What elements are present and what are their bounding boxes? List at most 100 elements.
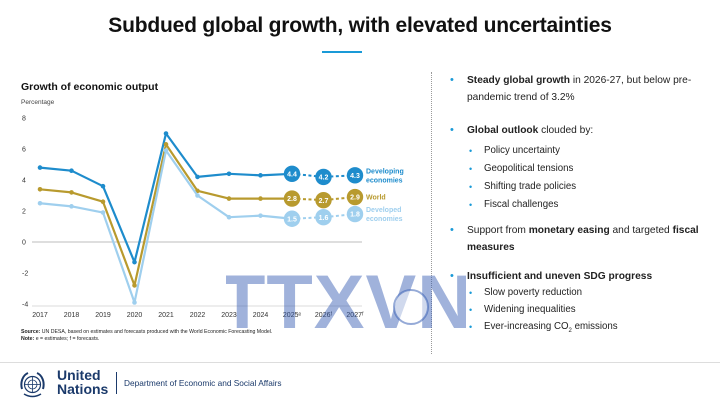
note-text: e = estimates; f = forecasts. <box>35 336 100 342</box>
x-tick-label: 2027ᶠ <box>346 312 364 319</box>
x-tick-label: 2018 <box>64 312 80 319</box>
slide-title: Subdued global growth, with elevated unc… <box>108 14 612 37</box>
data-point <box>226 171 232 177</box>
sub-bullet: • Geopolitical tensions <box>447 162 712 176</box>
sub-bullet-dot-icon: • <box>469 288 473 298</box>
data-point <box>100 210 106 215</box>
legend-label: Developing <box>366 168 404 175</box>
data-label-bubble <box>283 165 301 182</box>
sub-bullet-text: Shifting trade policies <box>484 181 577 192</box>
legend-label: economies <box>366 177 403 184</box>
data-label-bubble <box>283 210 301 227</box>
sub-bullet-text: Policy uncertainty <box>484 145 560 156</box>
note-label: Note: <box>21 336 35 342</box>
data-point <box>132 259 137 265</box>
sub-bullet-text: Geopolitical tensions <box>484 163 574 174</box>
source-label: Source: <box>21 329 41 335</box>
data-point <box>100 199 106 204</box>
data-point <box>258 173 263 178</box>
data-point <box>69 168 74 173</box>
sub-bullet-dot-icon: • <box>469 146 473 156</box>
chart-title: Growth of economic output <box>21 81 159 93</box>
data-label: 2.9 <box>350 195 360 202</box>
sub-bullet: • Fiscal challenges <box>447 198 712 212</box>
data-point <box>258 196 263 201</box>
data-label: 4.4 <box>287 171 297 178</box>
legend-label: economies <box>366 216 403 223</box>
bullet-text: Support from <box>467 225 529 236</box>
un-emblem-icon <box>20 372 45 398</box>
sub-bullet: • Shifting trade policies <box>447 180 712 194</box>
data-label-bubble <box>315 168 332 186</box>
sub-bullet-dot-icon: • <box>469 322 473 332</box>
chart-ylabel: Percentage <box>21 99 55 106</box>
data-point <box>163 142 169 147</box>
bullet-strong: Steady global growth <box>467 75 571 86</box>
data-label: 1.5 <box>287 216 297 223</box>
source-text: UN DESA, based on estimates and forecast… <box>41 329 273 335</box>
un-wordmark: United Nations <box>57 368 108 396</box>
x-tick-label: 2021 <box>158 312 174 319</box>
sub-bullet-text: Fiscal challenges <box>484 199 559 210</box>
x-tick-label: 2019 <box>95 312 111 319</box>
data-point <box>37 165 43 170</box>
ttxvn-watermark: TTXVN <box>226 266 466 340</box>
bullet-steady-growth: • Steady global growth in 2026-27, but b… <box>447 72 712 106</box>
sub-bullet-text: Slow poverty reduction <box>484 287 583 298</box>
legend-label: World <box>366 195 386 202</box>
data-point <box>163 148 169 153</box>
x-tick-label: 2022 <box>190 312 206 319</box>
data-point <box>37 200 43 206</box>
data-label-bubble <box>315 191 332 209</box>
y-tick-label: 8 <box>22 116 26 123</box>
data-point <box>69 190 74 195</box>
data-point <box>132 283 137 288</box>
data-point <box>69 204 74 209</box>
data-label-bubble <box>315 209 332 226</box>
sub-bullet-text: Ever-increasing CO <box>484 321 569 332</box>
bullet-dot-icon: • <box>450 224 454 236</box>
y-tick-label: 0 <box>22 240 26 247</box>
bullet-dot-icon: • <box>450 74 454 86</box>
y-tick-label: -2 <box>22 271 28 278</box>
sub-bullet: • Policy uncertainty <box>447 144 712 158</box>
bullet-strong: fiscal measures <box>467 225 699 253</box>
sub-bullet-text: Widening inequalities <box>484 304 576 315</box>
data-point <box>195 174 200 180</box>
column-divider <box>431 72 432 354</box>
bullet-text: and targeted <box>609 225 673 236</box>
x-tick-label: 2020 <box>127 312 143 319</box>
data-point <box>258 213 263 218</box>
data-point <box>163 131 169 136</box>
bullet-strong: Global outlook <box>467 125 539 136</box>
x-tick-label: 2025ᵉ <box>283 312 302 319</box>
footer-separator <box>116 372 117 394</box>
x-tick-label: 2023 <box>221 312 237 319</box>
watermark-globe-icon <box>393 289 429 325</box>
bullet-dot-icon: • <box>450 124 454 136</box>
data-point <box>226 196 232 201</box>
bullet-sdg: • Insufficient and uneven SDG progress <box>447 268 712 285</box>
department-name: Department of Economic and Social Affair… <box>124 378 282 388</box>
data-point <box>132 300 137 305</box>
y-tick-label: 2 <box>22 209 26 216</box>
data-label-bubble <box>346 167 364 184</box>
org-line-1: United <box>57 367 101 383</box>
bullet-strong: Insufficient and uneven SDG progress <box>467 271 653 282</box>
bullet-dot-icon: • <box>450 270 454 282</box>
data-label: 1.6 <box>319 215 329 222</box>
sub-bullet-dot-icon: • <box>469 200 473 210</box>
sub-bullet-dot-icon: • <box>469 305 473 315</box>
data-label: 1.8 <box>350 212 360 219</box>
key-points: • Steady global growth in 2026-27, but b… <box>447 72 712 338</box>
sub-bullet: • Widening inequalities <box>447 303 712 317</box>
x-tick-label: 2024 <box>253 312 269 319</box>
watermark-text: TTXVN <box>226 266 466 340</box>
legend-label: Developed <box>366 207 401 214</box>
title-underline <box>322 51 362 53</box>
bullet-support: • Support from monetary easing and targe… <box>447 222 712 256</box>
data-point <box>226 214 232 220</box>
bullet-strong: monetary easing <box>528 225 610 236</box>
growth-chart: 8 6 4 2 0 -2 -4 2017 2018 2019 2020 2021 2022 2023 202… <box>22 116 404 320</box>
data-label-bubble <box>346 205 364 223</box>
